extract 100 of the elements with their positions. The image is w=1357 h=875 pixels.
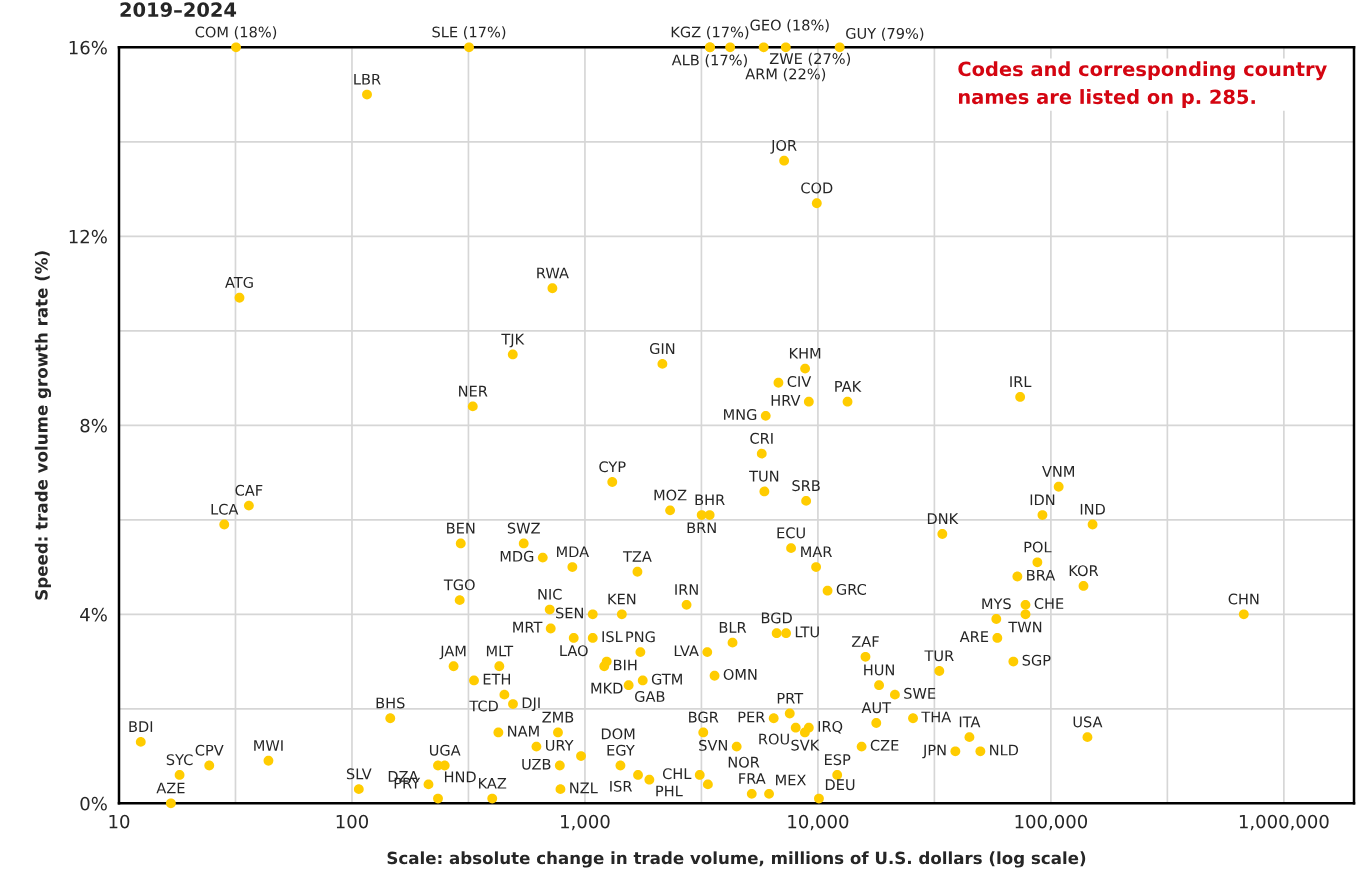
annotation: TWN bbox=[1008, 621, 1042, 633]
annotation: SLE (17%) bbox=[432, 26, 506, 40]
y-axis-title: Speed: trade volume growth rate (%) bbox=[34, 251, 52, 600]
annotation: AZE bbox=[156, 782, 185, 794]
annotation: MRT bbox=[513, 621, 543, 633]
annotation: BEN bbox=[447, 522, 475, 534]
annotation: ISR bbox=[610, 780, 633, 792]
annotation: BHS bbox=[376, 697, 405, 709]
annotation: THA bbox=[921, 711, 952, 723]
annotation: POL bbox=[1024, 541, 1052, 553]
x-tick-label: 1,000,000 bbox=[1239, 814, 1329, 831]
annotation: JAM bbox=[439, 645, 466, 660]
annotation: BGR bbox=[689, 711, 719, 723]
annotation: SVK bbox=[791, 739, 820, 751]
annotation: LBR bbox=[354, 73, 381, 85]
annotation: DNK bbox=[927, 513, 959, 524]
annotation: MWI bbox=[254, 740, 283, 751]
annotation: BRN bbox=[687, 522, 716, 534]
annotation: ISL bbox=[602, 631, 623, 643]
annotation: RWA bbox=[537, 267, 569, 279]
annotation: CRI bbox=[750, 432, 773, 444]
annotation: KEN bbox=[608, 593, 636, 605]
annotation: KGZ (17%) bbox=[671, 26, 749, 40]
annotation: BDI bbox=[129, 721, 153, 732]
annotation: SVN bbox=[699, 739, 727, 751]
annotation: CPV bbox=[195, 744, 224, 756]
annotation: ARM (22%) bbox=[745, 68, 826, 82]
annotation: SEN bbox=[555, 607, 583, 619]
annotation: TGO bbox=[443, 579, 475, 591]
annotation: NER bbox=[459, 385, 488, 397]
annotation: ARE bbox=[959, 631, 989, 642]
annotation: NOR bbox=[728, 756, 760, 768]
annotation: SWE bbox=[904, 687, 936, 699]
annotation: MDA bbox=[557, 546, 589, 558]
annotation: PER bbox=[738, 711, 765, 723]
annotation: Codes and corresponding country names are listed on p. 285. bbox=[958, 61, 1327, 108]
annotation: BHR bbox=[695, 494, 725, 506]
annotation: VNM bbox=[1042, 466, 1074, 477]
annotation: NAM bbox=[508, 725, 539, 737]
annotation: NLD bbox=[990, 744, 1019, 756]
annotation: ROU bbox=[759, 733, 789, 745]
annotation: MYS bbox=[982, 598, 1011, 610]
annotation: ATG bbox=[225, 276, 253, 288]
annotation: PNG bbox=[626, 631, 655, 643]
annotation: GUY (79%) bbox=[846, 27, 924, 41]
annotation: EGY bbox=[607, 744, 635, 756]
annotation: ZMB bbox=[542, 711, 574, 723]
annotation: IRL bbox=[1010, 376, 1032, 387]
annotation: COD bbox=[801, 182, 833, 194]
annotation: ZAF bbox=[851, 636, 879, 647]
annotation: BRA bbox=[1027, 569, 1056, 581]
annotation: IRQ bbox=[818, 720, 843, 734]
annotation: CYP bbox=[599, 461, 626, 473]
annotation: PRT bbox=[777, 692, 804, 704]
x-tick-label: 100,000 bbox=[1015, 814, 1088, 831]
annotation: BGD bbox=[761, 612, 792, 624]
annotation: DEU bbox=[825, 779, 855, 791]
annotation: FRA bbox=[739, 773, 766, 784]
y-tick-label: 4% bbox=[80, 607, 107, 622]
annotation: ECU bbox=[777, 527, 805, 539]
y-tick-label: 16% bbox=[69, 40, 107, 55]
annotation: LVA bbox=[674, 645, 699, 657]
x-tick-label: 100 bbox=[336, 814, 369, 829]
annotation: GAB bbox=[635, 690, 665, 703]
annotation: LCA bbox=[211, 503, 239, 515]
annotation: PHL bbox=[656, 785, 683, 797]
annotation: PAK bbox=[835, 381, 862, 392]
annotation: SYC bbox=[166, 754, 193, 766]
annotation: JPN bbox=[922, 744, 946, 759]
annotation: TUN bbox=[749, 470, 779, 482]
annotation: DOM bbox=[601, 728, 635, 740]
annotation: KAZ bbox=[479, 777, 507, 789]
annotation: IDN bbox=[1030, 494, 1055, 506]
annotation: TCD bbox=[469, 700, 498, 712]
annotation: SWZ bbox=[507, 522, 540, 534]
annotation: ETH bbox=[483, 673, 510, 685]
annotation: CAF bbox=[235, 484, 263, 496]
annotation: HND bbox=[444, 771, 476, 783]
annotation: JOR bbox=[770, 139, 797, 154]
annotation: MOZ bbox=[654, 489, 687, 501]
annotation: ALB (17%) bbox=[671, 54, 747, 68]
annotation: ESP bbox=[825, 754, 851, 766]
annotation: HRV bbox=[771, 395, 801, 406]
annotation: NZL bbox=[570, 782, 598, 794]
annotation: AUT bbox=[861, 702, 892, 714]
annotation: COM (18%) bbox=[195, 26, 277, 40]
annotation: MNG bbox=[724, 409, 757, 421]
y-tick-label: 0% bbox=[80, 796, 107, 811]
annotation: USA bbox=[1073, 716, 1103, 728]
annotation: TUR bbox=[924, 650, 954, 662]
annotation: MAR bbox=[801, 546, 833, 558]
annotation: ITA bbox=[959, 716, 981, 728]
annotation: HUN bbox=[864, 664, 894, 676]
annotation: LTU bbox=[795, 626, 819, 638]
annotation: TZA bbox=[622, 551, 652, 562]
annotation: CZE bbox=[870, 739, 899, 751]
y-tick-label: 8% bbox=[80, 418, 107, 433]
annotation: BIH bbox=[614, 659, 637, 671]
annotation: GIN bbox=[649, 343, 675, 355]
annotation: SGP bbox=[1022, 654, 1051, 666]
